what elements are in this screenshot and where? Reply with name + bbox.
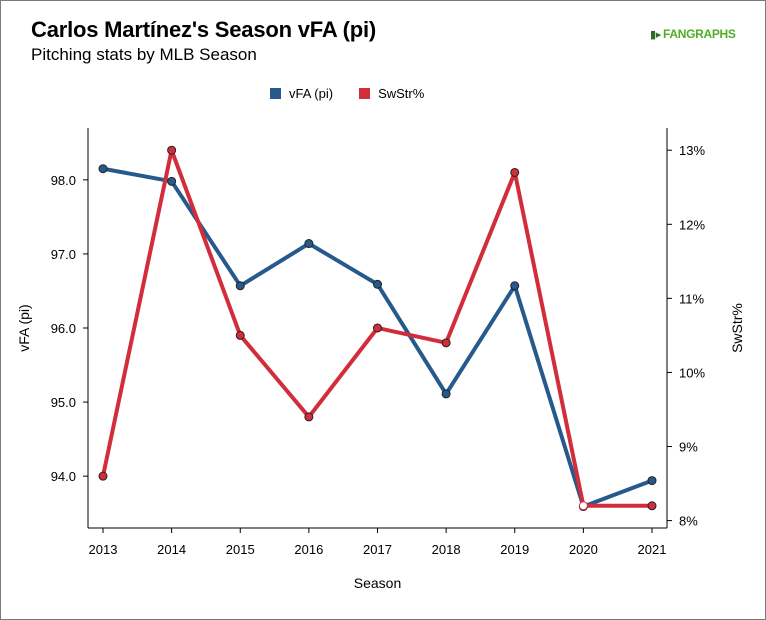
- x-tick-label: 2017: [363, 542, 392, 557]
- x-tick-label: 2020: [569, 542, 598, 557]
- data-point-vfa: [98, 164, 108, 174]
- y2-tick-label: 10%: [679, 365, 705, 380]
- y2-axis-title: SwStr%: [729, 303, 745, 353]
- y2-tick-label: 9%: [679, 440, 698, 455]
- legend-item-vfa: vFA (pi): [270, 86, 333, 101]
- x-axis-title: Season: [354, 575, 401, 591]
- chart-title: Carlos Martínez's Season vFA (pi): [31, 17, 377, 42]
- legend-label-vfa: vFA (pi): [289, 86, 334, 101]
- data-point-swstr: [441, 338, 451, 348]
- y2-tick-label: 13%: [679, 143, 705, 158]
- data-point-vfa: [304, 239, 314, 249]
- data-point-swstr: [510, 167, 520, 177]
- chart-axes: 2013 2014 2015 2016 2017 2018 2019 2020 2021 94.0…: [51, 128, 705, 557]
- y-tick-label: 96.0: [51, 321, 76, 336]
- chart-subtitle: Pitching stats by MLB Season: [31, 45, 257, 64]
- legend-label-swstr: SwStr%: [378, 86, 425, 101]
- x-tick-label: 2018: [432, 542, 461, 557]
- data-point-vfa: [167, 176, 177, 186]
- legend-swatch-vfa: [270, 88, 281, 99]
- y-axis-title: vFA (pi): [16, 304, 32, 351]
- y-tick-label: 94.0: [51, 469, 76, 484]
- data-point-swstr: [167, 145, 177, 155]
- x-tick-label: 2014: [157, 542, 186, 557]
- data-point-swstr: [98, 471, 108, 481]
- data-point-vfa: [235, 281, 245, 291]
- y-tick-label: 95.0: [51, 395, 76, 410]
- x-tick-label: 2021: [638, 542, 667, 557]
- fangraphs-logo-text: FANGRAPHS: [662, 27, 736, 41]
- y-tick-label: 98.0: [51, 173, 76, 188]
- y2-tick-label: 12%: [679, 217, 705, 232]
- fangraphs-logo-icon: ▮▸: [650, 28, 661, 41]
- legend-item-swstr: SwStr%: [359, 86, 424, 101]
- data-point-swstr: [373, 323, 382, 333]
- y-tick-label: 97.0: [51, 247, 76, 262]
- data-point-vfa: [510, 281, 520, 291]
- x-tick-label: 2019: [500, 542, 529, 557]
- chart-legend: vFA (pi) SwStr%: [270, 86, 424, 101]
- y2-tick-label: 11%: [679, 291, 704, 306]
- y2-tick-label: 8%: [679, 514, 698, 529]
- series-line-vfa: [101, 166, 654, 509]
- x-tick-label: 2015: [226, 542, 255, 557]
- legend-swatch-swstr: [359, 88, 371, 99]
- data-point-vfa: [441, 389, 451, 399]
- data-point-swstr: [647, 501, 657, 511]
- data-point-vfa: [647, 476, 657, 486]
- data-point-swstr: [304, 412, 314, 422]
- fangraphs-logo: ▮▸ FANGRAPHS: [650, 27, 736, 41]
- x-tick-label: 2013: [89, 542, 118, 557]
- x-tick-label: 2016: [294, 542, 323, 557]
- data-point-swstr: [235, 330, 245, 340]
- chart-points: [98, 145, 657, 512]
- data-point-vfa: [373, 279, 382, 289]
- data-point-swstr: [578, 501, 588, 511]
